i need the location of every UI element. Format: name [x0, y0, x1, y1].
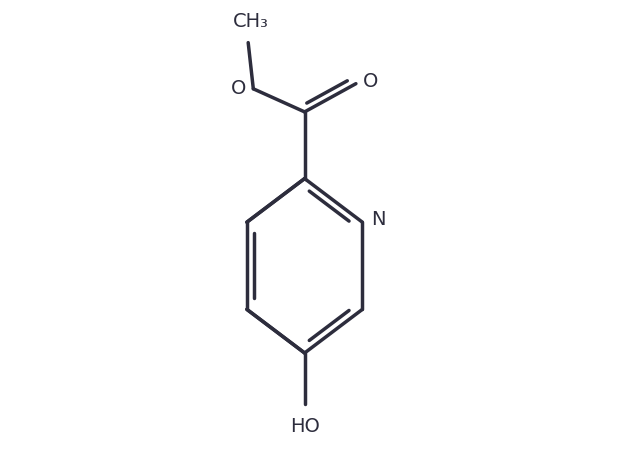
Text: O: O: [231, 79, 246, 98]
Text: CH₃: CH₃: [233, 12, 269, 31]
Text: HO: HO: [290, 417, 319, 436]
Text: O: O: [363, 71, 378, 91]
Text: N: N: [372, 210, 386, 229]
